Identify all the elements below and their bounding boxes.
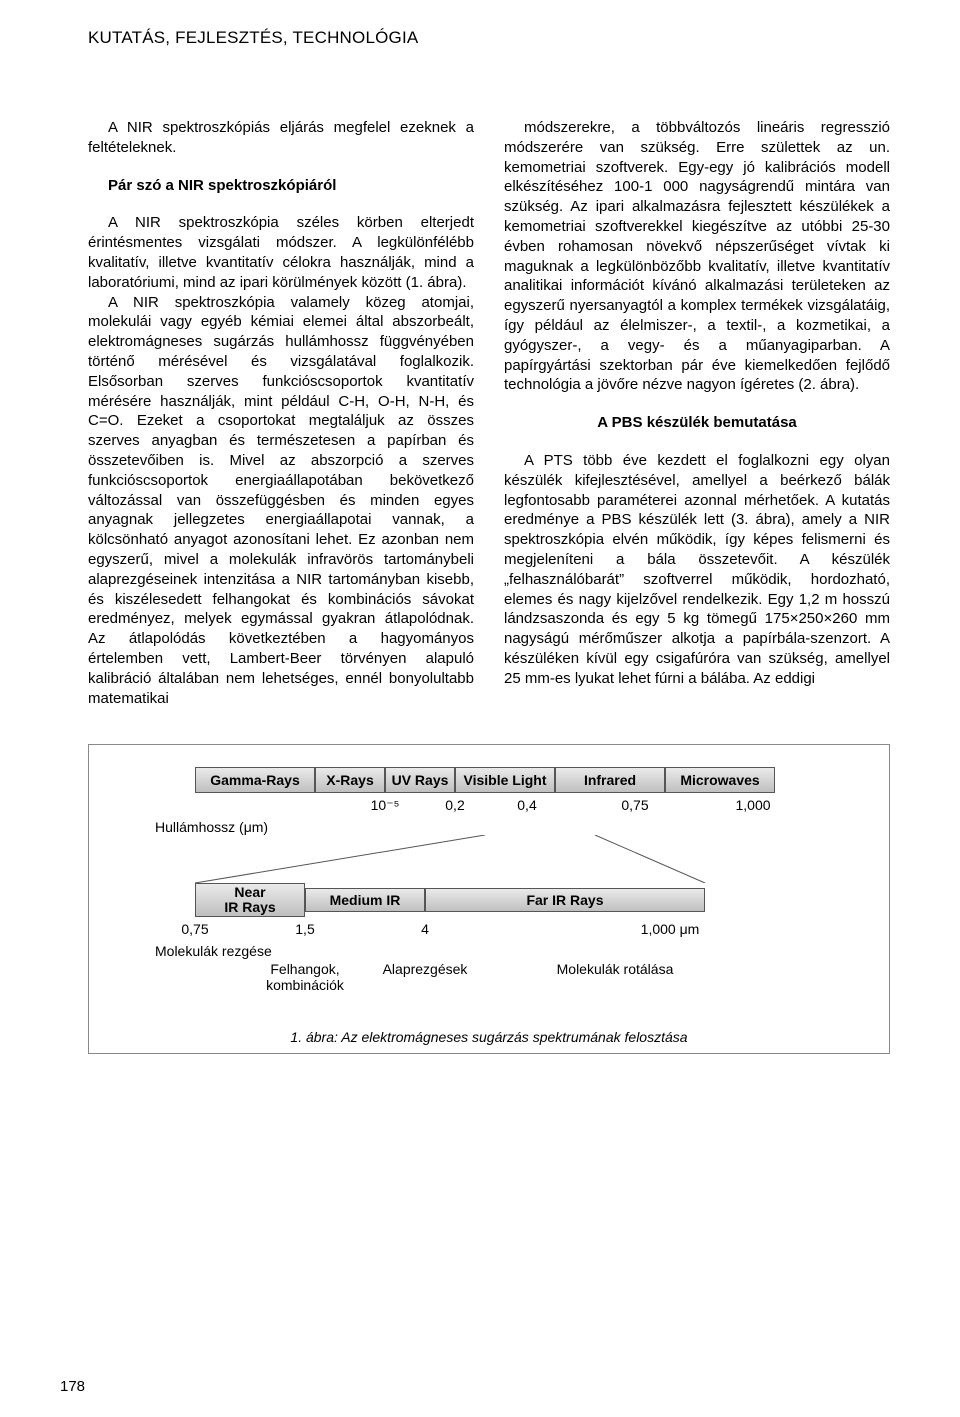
em-band: Gamma-Rays (195, 767, 315, 793)
ir-band: NearIR Rays (195, 883, 305, 917)
ir-tick: 0,75 (181, 921, 208, 937)
figure-1: Gamma-RaysX-RaysUV RaysVisible LightInfr… (88, 744, 890, 1054)
wavelength-axis-label: Hullámhossz (μm) (155, 819, 853, 835)
em-band: Infrared (555, 767, 665, 793)
em-tick: 0,75 (621, 797, 648, 813)
em-tick: 0,4 (517, 797, 536, 813)
page-number: 178 (60, 1378, 85, 1395)
ir-sublabels: Felhangok,kombinációkAlaprezgések Molekul… (125, 961, 853, 1001)
ir-band: Far IR Rays (425, 888, 705, 912)
right-subheading: A PBS készülék bemutatása (504, 413, 890, 433)
callout-lines (125, 835, 853, 883)
intro-paragraph: A NIR spektroszkópiás eljárás megfelel e… (88, 118, 474, 158)
left-column: A NIR spektroszkópiás eljárás megfelel e… (88, 118, 474, 708)
ir-tick: 1,000 μm (641, 921, 700, 937)
em-tick: 0,2 (445, 797, 464, 813)
ir-tick: 4 (421, 921, 429, 937)
ir-tick: 1,5 (295, 921, 314, 937)
ir-spectrum-row: NearIR RaysMedium IRFar IR Rays (195, 883, 705, 917)
section-header: KUTATÁS, FEJLESZTÉS, TECHNOLÓGIA (88, 28, 890, 48)
right-body-top: módszerekre, a többváltozós lineáris reg… (504, 118, 890, 395)
ir-sublabel: Molekulák rotálása (525, 961, 705, 977)
figure-caption: 1. ábra: Az elektromágneses sugárzás spe… (97, 1029, 881, 1045)
molecule-vibration-label: Molekulák rezgése (155, 943, 853, 959)
em-tick: 10⁻⁵ (371, 797, 400, 814)
right-body-bottom: A PTS több éve kezdett el foglalkozni eg… (504, 451, 890, 689)
ir-sublabel: Felhangok,kombinációk (245, 961, 365, 993)
em-tick: 1,000 (735, 797, 770, 813)
ir-band: Medium IR (305, 888, 425, 912)
em-band: X-Rays (315, 767, 385, 793)
em-spectrum-row: Gamma-RaysX-RaysUV RaysVisible LightInfr… (195, 767, 775, 793)
text-columns: A NIR spektroszkópiás eljárás megfelel e… (88, 118, 890, 708)
ir-sublabel: Alaprezgések (365, 961, 485, 977)
em-band: UV Rays (385, 767, 455, 793)
em-spectrum-ticks: 10⁻⁵ 0,2 0,4 0,75 1,000 (195, 797, 775, 817)
em-band: Microwaves (665, 767, 775, 793)
ir-spectrum-ticks: 0,75 1,5 4 1,000 μm (125, 921, 775, 941)
left-body: A NIR spektroszkópia széles körben elter… (88, 213, 474, 292)
em-band: Visible Light (455, 767, 555, 793)
right-column: módszerekre, a többváltozós lineáris reg… (504, 118, 890, 708)
left-body-cont: A NIR spektroszkópia valamely közeg atom… (88, 293, 474, 709)
left-subheading: Pár szó a NIR spektroszkópiáról (88, 176, 474, 196)
